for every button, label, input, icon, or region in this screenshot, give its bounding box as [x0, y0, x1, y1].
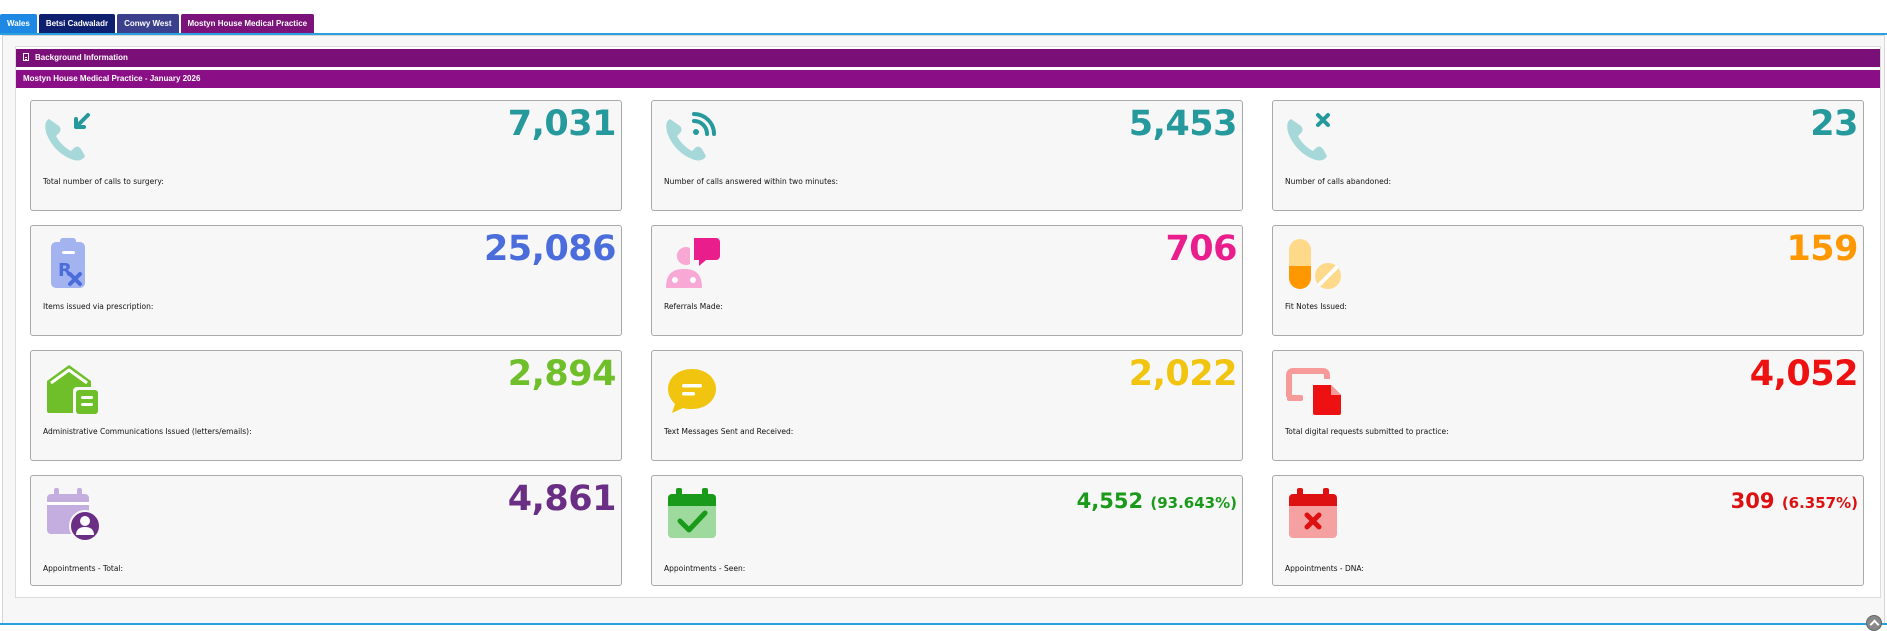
stat-card-appointments-seen: 4,552 (93.643%) Appointments - Seen: — [651, 475, 1243, 586]
stat-card-text-messages: 2,022 Text Messages Sent and Received: — [651, 350, 1243, 461]
stat-value: 5,453 — [1128, 104, 1238, 144]
stat-value: 706 — [1165, 229, 1237, 269]
tab-betsi-cadwaladr[interactable]: Betsi Cadwaladr — [38, 14, 116, 33]
referral-speech-icon — [666, 238, 720, 288]
seen-count: 4,552 — [1076, 489, 1144, 513]
practice-header: Mostyn House Medical Practice - January … — [16, 70, 1880, 88]
scroll-to-top-button[interactable] — [1866, 615, 1882, 631]
stat-label: Items issued via prescription: — [43, 302, 154, 311]
stat-value: 2,022 — [1128, 354, 1238, 394]
background-info-header[interactable]: Background Information — [16, 49, 1880, 67]
svg-text:R: R — [58, 260, 72, 281]
seen-percent: (93.643%) — [1150, 494, 1237, 512]
tab-mostyn-house[interactable]: Mostyn House Medical Practice — [180, 14, 315, 33]
stat-label: Appointments - Total: — [43, 564, 124, 573]
content-panel: Background Information Mostyn House Medi… — [2, 35, 1885, 625]
dna-count: 309 — [1730, 489, 1775, 513]
stat-card-digital-requests: 4,052 Total digital requests submitted t… — [1272, 350, 1864, 461]
dna-percent: (6.357%) — [1781, 494, 1858, 512]
bottom-border — [0, 623, 1887, 625]
stat-card-prescriptions: R 25,086 Items issued via prescription: — [30, 225, 622, 336]
calendar-x-icon — [1289, 488, 1337, 538]
stat-value: 2,894 — [507, 354, 617, 394]
stat-value: 7,031 — [507, 104, 617, 144]
stat-label: Appointments - DNA: — [1285, 564, 1364, 573]
stat-card-appointments-dna: 309 (6.357%) Appointments - DNA: — [1272, 475, 1864, 586]
stat-label: Total number of calls to surgery: — [43, 177, 164, 186]
stat-card-calls-answered: 5,453 Number of calls answered within tw… — [651, 100, 1243, 211]
digital-request-icon — [1286, 368, 1341, 415]
stat-card-admin-comms: 2,894 Administrative Communications Issu… — [30, 350, 622, 461]
pills-icon — [1289, 239, 1341, 289]
tab-bar: Wales Betsi Cadwaladr Conwy West Mostyn … — [0, 14, 316, 34]
stat-value: 4,052 — [1749, 354, 1859, 394]
stat-label: Text Messages Sent and Received: — [664, 427, 794, 436]
tab-conwy-west[interactable]: Conwy West — [117, 14, 179, 33]
practice-section: Background Information Mostyn House Medi… — [15, 46, 1881, 598]
practice-title: Mostyn House Medical Practice - January … — [23, 74, 201, 83]
stat-card-calls-abandoned: 23 Number of calls abandoned: — [1272, 100, 1864, 211]
stat-label: Number of calls answered within two minu… — [664, 177, 839, 186]
stat-value: 309 (6.357%) — [1731, 489, 1858, 513]
stat-card-referrals: 706 Referrals Made: — [651, 225, 1243, 336]
stat-value: 23 — [1810, 104, 1858, 144]
prescription-clipboard-icon: R — [51, 238, 85, 288]
background-info-label: Background Information — [35, 53, 128, 62]
calendar-user-icon — [47, 488, 101, 541]
stat-label: Total digital requests submitted to prac… — [1285, 427, 1449, 436]
phone-missed-icon — [1287, 113, 1330, 161]
tab-wales[interactable]: Wales — [0, 14, 37, 33]
stat-value: 4,861 — [507, 479, 617, 519]
stat-value: 4,552 (93.643%) — [1077, 489, 1237, 513]
stat-card-total-calls: 7,031 Total number of calls to surgery: — [30, 100, 622, 211]
stat-card-appointments-total: 4,861 Appointments - Total: — [30, 475, 622, 586]
stat-label: Referrals Made: — [664, 302, 723, 311]
calendar-check-icon — [668, 488, 716, 538]
tab-underline — [0, 33, 1887, 35]
phone-signal-icon — [666, 112, 716, 161]
document-icon — [23, 53, 29, 61]
stat-label: Administrative Communications Issued (le… — [43, 427, 252, 436]
stat-value: 159 — [1786, 229, 1858, 269]
chat-bubble-icon — [668, 369, 716, 413]
stat-card-fit-notes: 159 Fit Notes Issued: — [1272, 225, 1864, 336]
stat-label: Appointments - Seen: — [664, 564, 746, 573]
phone-incoming-icon — [45, 113, 90, 161]
mail-letter-icon — [47, 365, 98, 414]
stat-value: 25,086 — [483, 229, 617, 269]
stat-label: Number of calls abandoned: — [1285, 177, 1392, 186]
stat-label: Fit Notes Issued: — [1285, 302, 1347, 311]
